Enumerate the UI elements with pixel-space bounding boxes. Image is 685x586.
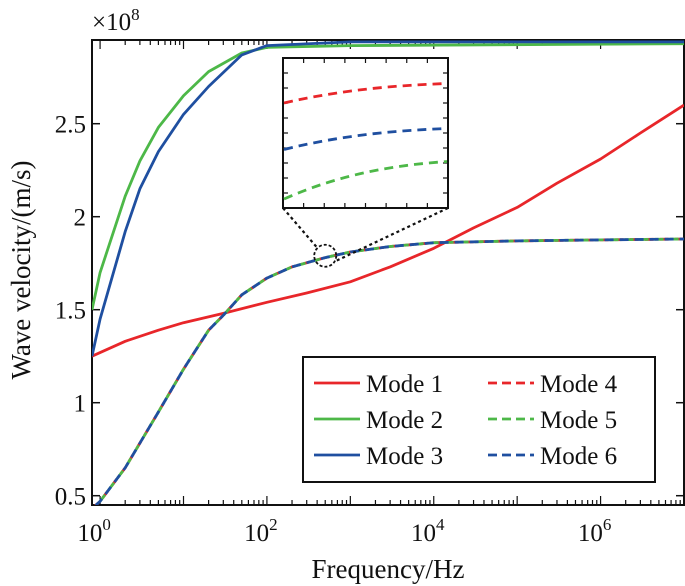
legend-box xyxy=(302,356,656,483)
x-tick-label: 106 xyxy=(578,515,612,547)
x-axis-label: Frequency/Hz xyxy=(312,554,465,584)
axis-ticks: 0.5 1 1.5 2 2.5 100 102 104 106 xyxy=(55,40,685,547)
legend-label: Mode 5 xyxy=(540,407,617,434)
plot-frame xyxy=(91,39,685,506)
y-axis-label: Wave velocity/(m/s) xyxy=(6,160,36,379)
zoom-inset xyxy=(282,57,449,209)
x-tick-label: 104 xyxy=(411,515,445,547)
y-tick-label: 1 xyxy=(74,391,87,418)
y-tick-label: 0.5 xyxy=(55,484,86,511)
series-lines xyxy=(92,40,684,505)
zoom-connector-line xyxy=(333,207,449,263)
legend-label: Mode 2 xyxy=(366,407,443,434)
series-line-mode-2 xyxy=(92,42,684,310)
y-tick-label: 2 xyxy=(74,205,87,232)
y-axis-multiplier-label: ×108 xyxy=(92,5,140,36)
y-tick-label: 2.5 xyxy=(55,112,86,139)
zoom-connector-line xyxy=(282,207,319,249)
inset-frame xyxy=(282,57,449,209)
x-tick-label: 102 xyxy=(244,515,278,547)
zoom-region-circle xyxy=(313,243,338,268)
inset-curve-mode-4 xyxy=(283,82,448,105)
legend-label: Mode 4 xyxy=(540,371,618,398)
legend-label: Mode 3 xyxy=(366,443,443,470)
legend-label: Mode 6 xyxy=(540,443,617,470)
legend: Mode 1 Mode 2 Mode 3 Mode 4 Mode 5 Mode 6 xyxy=(302,356,656,483)
inset-curves xyxy=(283,82,448,201)
series-line-mode-6 xyxy=(93,237,684,505)
x-tick-label: 100 xyxy=(77,515,111,547)
series-line-mode-3 xyxy=(92,40,684,357)
inset-curve-mode-6 xyxy=(283,127,448,151)
series-line-mode-1 xyxy=(92,103,684,358)
inset-curve-mode-5 xyxy=(283,160,448,201)
legend-label: Mode 1 xyxy=(366,371,443,398)
y-tick-label: 1.5 xyxy=(55,298,86,325)
